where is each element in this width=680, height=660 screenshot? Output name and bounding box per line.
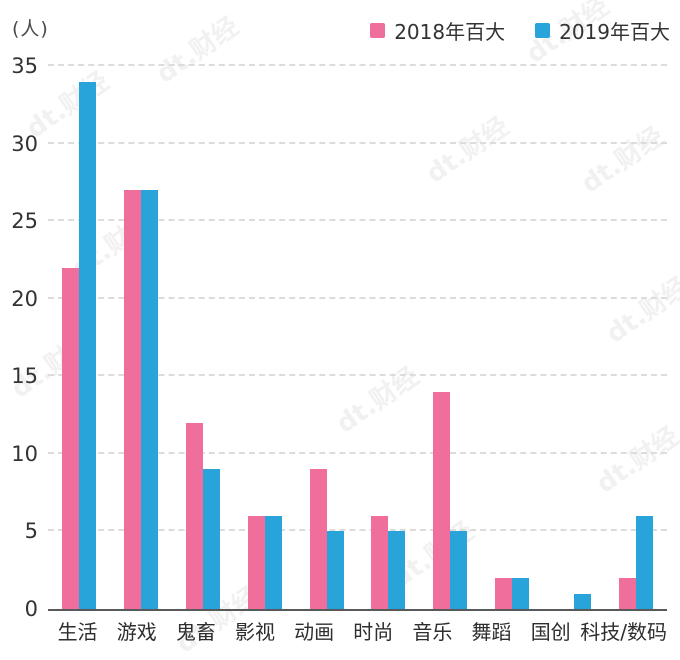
legend-item-2019: 2019年百大: [535, 16, 670, 45]
gridline-5: [48, 529, 667, 532]
y-tick-label-30: 30: [11, 131, 38, 156]
bar-2018-科技/数码: [619, 577, 637, 609]
bar-2018-音乐: [433, 391, 451, 609]
plot-area: [48, 64, 667, 611]
gridline-30: [48, 141, 667, 144]
bar-group-1: [48, 66, 110, 609]
bar-group-5: [296, 66, 358, 609]
x-label-舞蹈: 舞蹈: [471, 620, 512, 644]
y-tick-label-10: 10: [11, 441, 38, 466]
legend-swatch-2018: [370, 23, 386, 38]
bar-group-10: [605, 66, 667, 609]
bar-2019-国创: [574, 593, 592, 609]
bar-2018-时尚: [371, 515, 389, 609]
legend-item-2018: 2018年百大: [370, 16, 505, 45]
gridline-15: [48, 374, 667, 377]
bar-group-7: [419, 66, 481, 609]
y-tick-label-15: 15: [11, 364, 38, 389]
x-label-国创: 国创: [530, 620, 571, 644]
y-tick-label-20: 20: [11, 286, 38, 311]
x-label-影视: 影视: [234, 620, 275, 644]
bar-group-8: [481, 66, 543, 609]
bar-2018-影视: [247, 515, 265, 609]
bar-2019-生活: [78, 81, 96, 609]
bar-2018-游戏: [123, 190, 141, 609]
x-label-时尚: 时尚: [353, 620, 394, 644]
bar-2018-鬼畜: [185, 422, 203, 609]
y-axis-unit-label: (人): [12, 18, 49, 40]
x-label-生活: 生活: [57, 620, 98, 644]
bars-container: [48, 66, 667, 609]
bar-2019-游戏: [140, 190, 158, 609]
legend-swatch-2019: [535, 23, 551, 38]
bar-2019-动画: [326, 531, 344, 609]
bar-2019-科技/数码: [636, 515, 654, 609]
x-label-游戏: 游戏: [116, 620, 157, 644]
bar-group-4: [234, 66, 296, 609]
x-label-科技/数码: 科技/数码: [580, 620, 668, 644]
legend-label-2018: 2018年百大: [394, 20, 506, 44]
legend: 2018年百大 2019年百大: [370, 16, 670, 45]
legend-label-2019: 2019年百大: [559, 20, 670, 44]
gridline-25: [48, 219, 667, 222]
x-label-动画: 动画: [294, 620, 335, 644]
bar-2018-生活: [61, 267, 79, 609]
bar-group-2: [110, 66, 172, 609]
gridline-20: [48, 296, 667, 299]
bar-2018-舞蹈: [495, 577, 513, 609]
x-label-鬼畜: 鬼畜: [175, 620, 216, 644]
x-label-音乐: 音乐: [412, 620, 453, 644]
bar-2019-音乐: [450, 531, 468, 609]
y-axis-tick-labels: 0 5 10 15 20 25 30 35: [0, 54, 42, 621]
y-tick-label-35: 35: [11, 54, 38, 78]
gridline-10: [48, 451, 667, 454]
bar-group-3: [172, 66, 234, 609]
bar-2019-影视: [264, 515, 282, 609]
x-axis-category-labels: 生活 游戏 鬼畜 影视 动画 时尚 音乐 舞蹈 国创 科技/数码: [48, 616, 667, 646]
y-tick-label-0: 0: [24, 597, 38, 621]
gridline-35: [48, 64, 667, 66]
bar-2019-舞蹈: [512, 577, 530, 609]
bar-2018-动画: [309, 469, 327, 609]
bar-group-9: [543, 66, 605, 609]
x-axis-line: [48, 609, 667, 611]
bar-group-6: [358, 66, 420, 609]
y-tick-label-25: 25: [11, 209, 38, 234]
bar-2019-鬼畜: [202, 469, 220, 609]
y-tick-label-5: 5: [24, 519, 38, 544]
bar-2019-时尚: [388, 531, 406, 609]
